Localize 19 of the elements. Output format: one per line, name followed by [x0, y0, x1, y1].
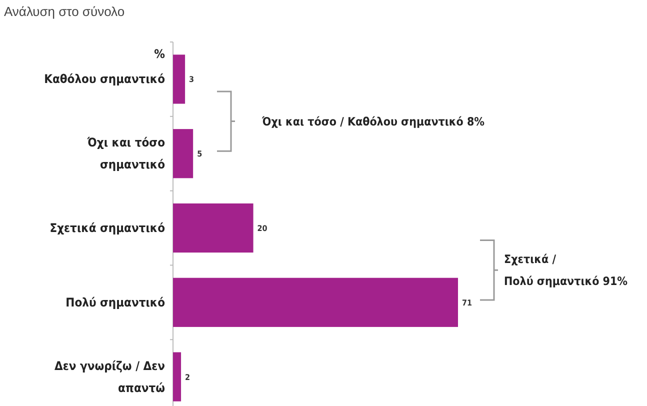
bar — [173, 278, 458, 327]
text: Ανάλυση στο σύνολο — [4, 4, 125, 19]
y-tick-label: Σχετικά σημαντικό — [50, 221, 165, 235]
y-tick-label: Όχι και τόσο σημαντικό — [86, 136, 165, 172]
data-label: 71 — [462, 298, 472, 308]
y-tick-label: Πολύ σημαντικό — [66, 295, 165, 310]
data-label: 20 — [257, 224, 268, 233]
bar — [173, 54, 186, 104]
text: Σχετικά / Πολύ σημαντικό 91% — [504, 252, 628, 288]
data-label: 2 — [185, 372, 190, 382]
bar — [173, 203, 254, 253]
data-label: 5 — [197, 150, 202, 159]
bar — [173, 129, 194, 178]
y-axis-title: % — [154, 47, 166, 61]
annotation: Όχι και τόσο / Καθόλου σημαντικό 8% — [261, 114, 486, 128]
y-tick-label: Δεν γνωρίζω / Δεν απαντώ — [54, 358, 165, 395]
bar — [173, 352, 182, 402]
y-tick-label: Καθόλου σημαντικό — [44, 72, 165, 86]
data-label: 3 — [189, 75, 194, 84]
